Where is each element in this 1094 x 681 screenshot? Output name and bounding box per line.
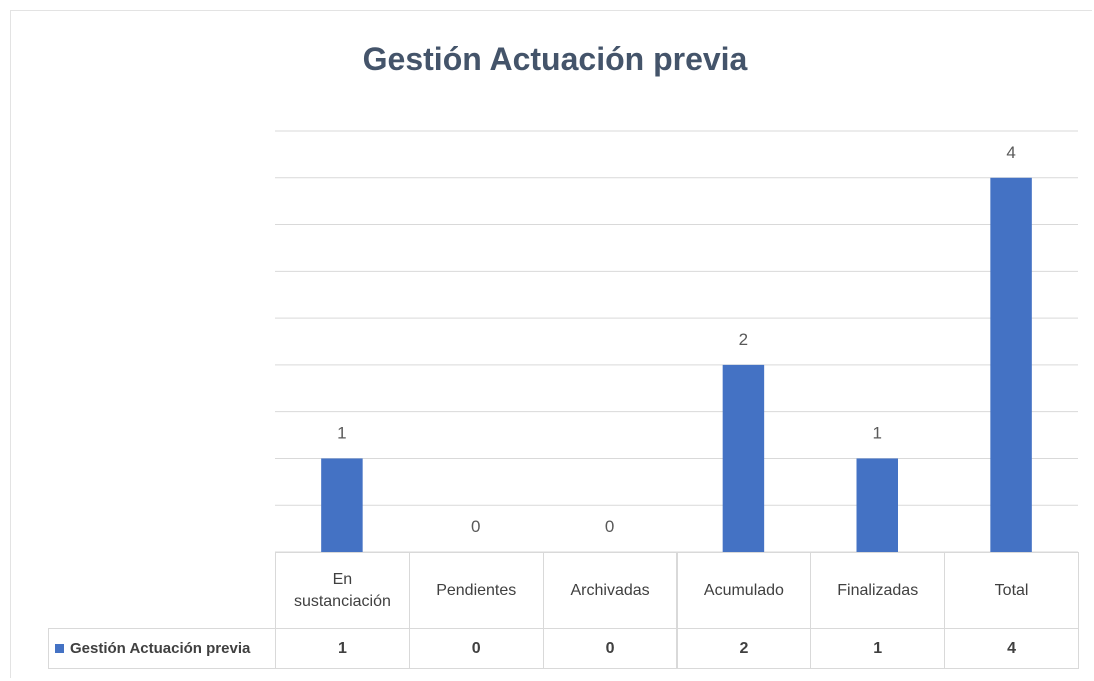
legend-cell: Gestión Actuación previa (48, 628, 276, 669)
chart-frame (10, 10, 1092, 678)
table-value: 0 (542, 628, 678, 669)
table-value: 1 (810, 628, 946, 669)
data-label: 0 (605, 517, 614, 536)
category-header: Acumulado (676, 552, 812, 629)
bar (321, 458, 363, 552)
category-header: Archivadas (542, 552, 678, 629)
table-value: 4 (944, 628, 1079, 669)
table-value: 2 (676, 628, 812, 669)
bar (990, 177, 1032, 552)
category-header: Total (944, 552, 1079, 629)
chart-title: Gestión Actuación previa (363, 41, 748, 77)
data-label: 4 (1006, 143, 1015, 162)
category-header: En sustanciación (275, 552, 410, 629)
data-label: 1 (873, 423, 882, 442)
data-label: 0 (471, 517, 480, 536)
bar (856, 458, 898, 552)
category-header: Finalizadas (810, 552, 946, 629)
table-value: 0 (408, 628, 544, 669)
data-label: 1 (337, 423, 346, 442)
legend-key (55, 644, 64, 653)
category-header: Pendientes (408, 552, 544, 629)
data-label: 2 (739, 330, 748, 349)
bar (722, 364, 765, 552)
legend-label: Gestión Actuación previa (70, 639, 251, 657)
table-value: 1 (275, 628, 410, 669)
